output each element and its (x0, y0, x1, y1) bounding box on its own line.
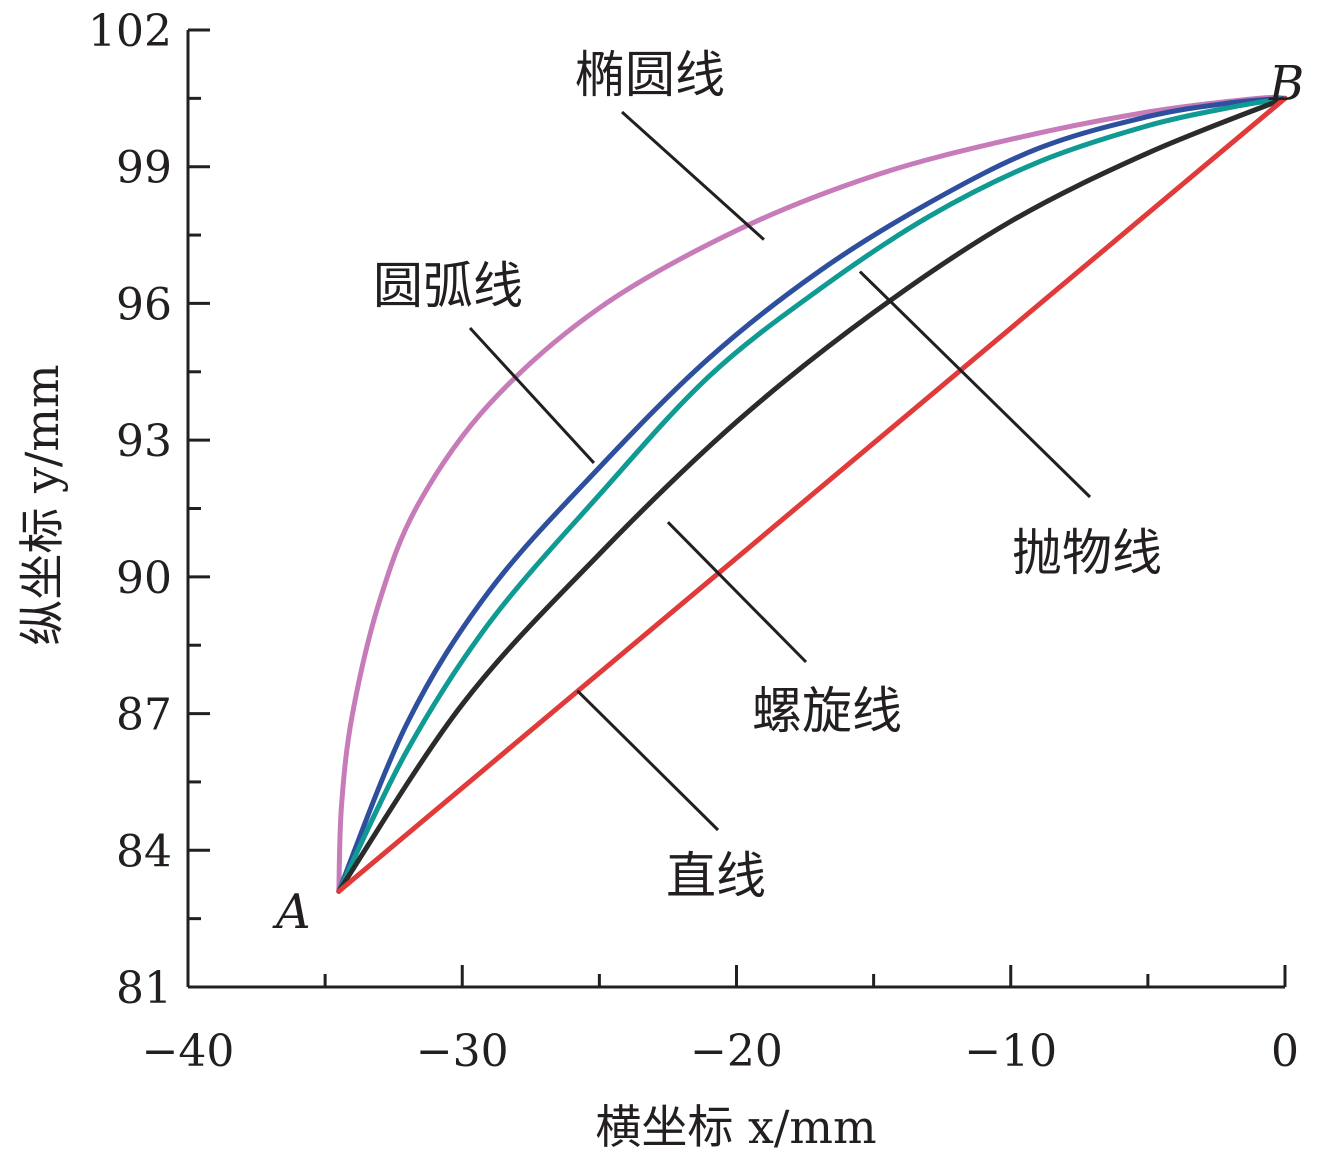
series-line (336, 95, 1288, 894)
annotation-label: 抛物线 (1012, 524, 1162, 582)
x-tick-label: −30 (416, 1026, 509, 1077)
y-tick-label: 99 (116, 143, 172, 194)
x-axis-title: 横坐标 x/mm (595, 1100, 876, 1154)
annotation-leader (576, 689, 720, 832)
curves (336, 94, 1288, 894)
series-line (336, 95, 1288, 894)
point-label-b: B (1268, 56, 1304, 112)
y-tick-label: 102 (88, 6, 172, 57)
annotation-label: 圆弧线 (373, 257, 523, 315)
annotation-leader (620, 110, 765, 241)
y-axis-title: 纵坐标 y/mm (15, 364, 69, 645)
y-tick-label: 84 (116, 826, 172, 877)
annotation-leader (468, 326, 595, 464)
point-label-a: A (272, 884, 311, 940)
y-tick-label: 81 (116, 963, 172, 1014)
annotation-leaders (468, 110, 1092, 832)
series-line (336, 95, 1288, 894)
annotation-label: 螺旋线 (752, 682, 902, 740)
x-tick-label: −20 (690, 1026, 783, 1077)
annotation-leader (666, 521, 808, 664)
annotation-label: 直线 (666, 847, 766, 905)
annotation-label: 椭圆线 (575, 46, 725, 104)
x-tick-label: 0 (1271, 1026, 1299, 1077)
series-line (336, 95, 1288, 894)
y-tick-label: 96 (116, 279, 172, 330)
axes: −40 −30 −20 −10 0 81 84 87 90 93 96 99 102 横坐标 x/mm 纵坐… (15, 6, 1299, 1154)
series-line (336, 94, 1288, 894)
y-tick-label: 93 (116, 416, 172, 467)
x-tick-label: −40 (142, 1026, 235, 1077)
annotation-leader (858, 270, 1092, 499)
y-tick-label: 90 (116, 553, 172, 604)
y-tick-label: 87 (116, 690, 172, 741)
x-tick-label: −10 (964, 1026, 1057, 1077)
